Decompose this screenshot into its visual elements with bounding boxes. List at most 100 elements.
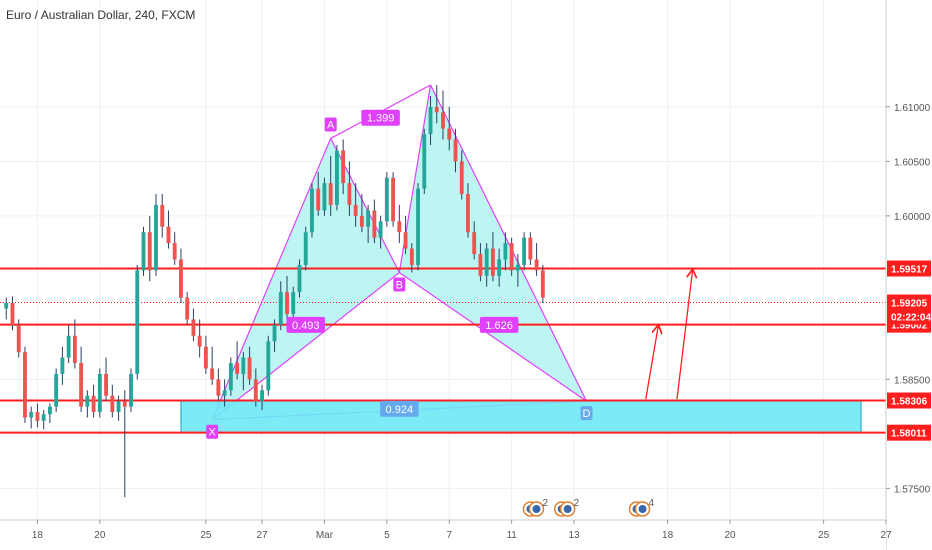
candle-body (97, 373, 102, 413)
point-label-d: D (583, 408, 591, 420)
candle-body (316, 188, 321, 211)
level-tag-bg (887, 260, 931, 277)
candle-body (154, 204, 158, 271)
time-tick-label: 11 (506, 530, 517, 541)
time-tick-label: 7 (446, 530, 452, 541)
candle-body (147, 232, 152, 271)
time-tick-label: 13 (568, 530, 580, 541)
pattern-triangle-xab (212, 138, 400, 420)
pattern-labels: X A B D 1.399 0.493 1.626 0.924 (206, 109, 593, 439)
candle-body (216, 379, 221, 396)
candle-body (366, 210, 371, 227)
time-tick-label: 5 (384, 530, 390, 541)
candle-body (478, 254, 483, 276)
price-tick-label: 1.60500 (894, 157, 931, 168)
candle-body (428, 106, 433, 135)
point-label-x: X (208, 427, 216, 439)
candle-body (297, 264, 302, 293)
candle-body (4, 303, 9, 309)
candle-body (91, 395, 96, 413)
candle-body (484, 248, 489, 276)
candle-body (35, 412, 40, 421)
candle-body (310, 188, 314, 233)
ratio-label-bg (380, 400, 419, 417)
candle-body (160, 204, 165, 227)
candle-body (341, 150, 346, 184)
ratio-label: 1.399 (367, 113, 395, 125)
point-label-bg-x (206, 424, 219, 439)
level-tag: 1.58011 (891, 429, 927, 440)
event-flag-globe (532, 505, 541, 513)
candle-body (509, 243, 514, 271)
candle-body (522, 237, 527, 265)
projection-arrows (645, 270, 693, 400)
candle-body (359, 215, 364, 227)
level-tag: 1.59002 (891, 321, 928, 332)
candle-body (272, 324, 277, 342)
price-tick-label: 1.57500 (894, 484, 931, 495)
current-price-tag-bg (887, 294, 931, 325)
candle-body (10, 303, 15, 325)
candle-body (303, 232, 308, 265)
pattern-leg-bd (398, 272, 587, 402)
candle-body (47, 406, 52, 415)
price-countdown: 02:22:04 (891, 313, 931, 324)
candle-body (191, 319, 196, 336)
candle-body (528, 237, 533, 260)
level-tag: 1.59517 (891, 265, 928, 276)
ratio-label-bg (479, 316, 519, 333)
candle-body (403, 232, 408, 249)
candle-body (515, 264, 520, 271)
event-count: 2 (574, 498, 580, 509)
ratio-label-bg (361, 109, 400, 126)
point-label-bg-b (393, 277, 406, 292)
candle-body (241, 357, 246, 374)
price-tick-label: 1.60000 (894, 212, 931, 223)
candle-body (503, 243, 508, 260)
candle-body (135, 270, 140, 374)
event-count: 4 (649, 498, 655, 509)
candle-body (422, 134, 427, 189)
ratio-label-bg (286, 316, 325, 333)
event-flag-icon[interactable]: 4 (628, 498, 655, 517)
candle-body (129, 373, 133, 407)
candle-body (472, 232, 477, 255)
candle-body (122, 401, 127, 407)
candle-body (372, 210, 377, 238)
projection-arrow (645, 326, 658, 400)
candle-body (328, 183, 333, 205)
candle-body (466, 194, 470, 233)
candle-body (66, 335, 71, 358)
economic-events[interactable]: 2 2 4 (522, 498, 655, 517)
candle-body (384, 177, 389, 222)
point-label-a: A (327, 119, 335, 131)
candle-body (378, 221, 383, 238)
time-axis[interactable]: 18 20 25 27 Mar 5 7 11 13 18 20 25 27 (0, 519, 892, 550)
time-tick-label: 25 (200, 530, 212, 541)
candle-body (497, 259, 502, 276)
event-flag-icon[interactable]: 2 (553, 498, 580, 517)
level-tag: 1.58306 (891, 397, 928, 408)
candle-body (210, 368, 215, 380)
time-axis-bg (0, 520, 886, 550)
candle-body (416, 188, 420, 265)
candle-body (179, 259, 183, 298)
candle-body (228, 363, 233, 391)
candle-body (23, 352, 27, 418)
horizontal-levels[interactable] (0, 267, 886, 434)
time-tick-label: 27 (880, 530, 892, 541)
candle-body (534, 259, 539, 271)
projection-arrow (676, 270, 693, 400)
time-tick-label: 20 (724, 530, 736, 541)
price-axis[interactable]: 1.61000 1.60500 1.60000 1.58500 1.57500 1.595… (885, 0, 932, 550)
point-label-bg-d (580, 406, 593, 421)
event-flag-icon[interactable]: 2 (522, 498, 548, 517)
candle-body (197, 335, 202, 347)
candle-body (247, 357, 252, 380)
candle-body (104, 373, 109, 396)
level-tag-bg (887, 424, 931, 441)
time-tick-label: 20 (94, 530, 106, 541)
candle-body (185, 297, 190, 320)
candle-body (172, 243, 177, 260)
